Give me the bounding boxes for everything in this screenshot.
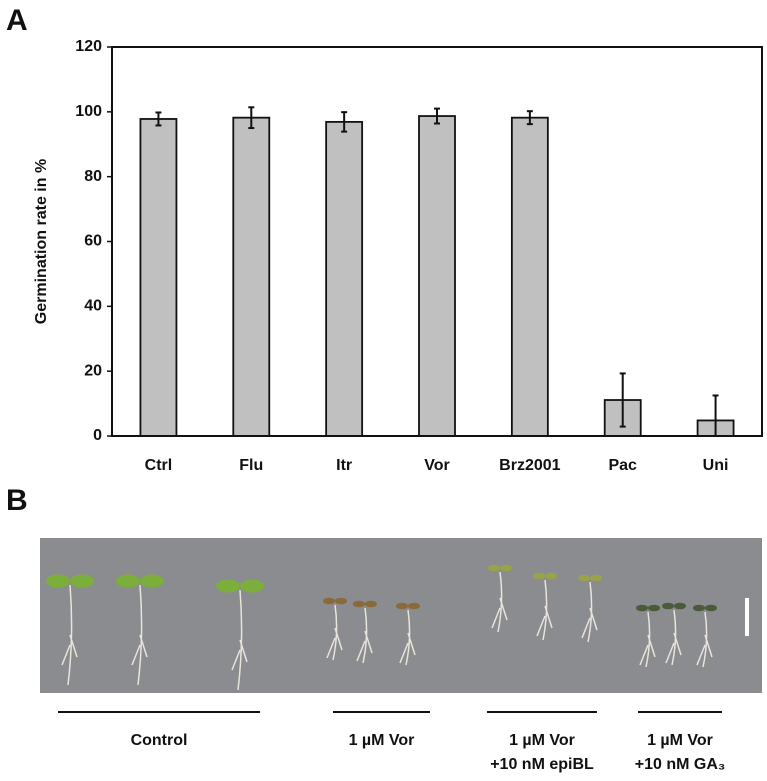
seedling-leaf: [408, 602, 420, 610]
seedling-leaf: [70, 574, 94, 588]
seedling-root: [491, 571, 508, 633]
y-tick-label: 100: [75, 103, 102, 120]
seedling-leaf: [240, 579, 264, 593]
seedling-leaf: [545, 572, 557, 580]
group-label: 1 µM Vor: [509, 732, 575, 749]
y-tick-label: 60: [84, 233, 102, 250]
seedling-leaf: [323, 597, 335, 605]
x-tick-label: Uni: [703, 457, 729, 474]
seedling-leaf: [335, 597, 347, 605]
seedling-photo: [40, 538, 762, 693]
error-bar: [341, 111, 348, 133]
seedling-leaf: [46, 574, 70, 588]
seedling-leaf: [500, 564, 512, 572]
seedling-leaf: [648, 604, 660, 612]
seedling-leaf: [116, 574, 140, 588]
group-label: +10 nM epiBL: [490, 756, 594, 773]
seedling-root: [399, 609, 416, 666]
seedling-root: [356, 607, 373, 664]
x-tick-label: Itr: [336, 457, 352, 474]
seedling-root: [581, 581, 598, 643]
x-tick-label: Flu: [239, 457, 263, 474]
y-tick-label: 40: [84, 298, 102, 315]
seedling-root: [536, 579, 553, 641]
error-bar: [526, 110, 533, 126]
y-tick-label: 0: [93, 427, 102, 444]
y-tick-label: 20: [84, 362, 102, 379]
seedling-leaf: [590, 574, 602, 582]
x-tick-label: Ctrl: [145, 457, 173, 474]
seedling-leaf: [353, 600, 365, 608]
bar: [325, 120, 364, 437]
seedling-leaf: [216, 579, 240, 593]
seedling-leaf: [140, 574, 164, 588]
y-tick-label: 80: [84, 168, 102, 185]
seedling-leaf: [674, 602, 686, 610]
x-tick-label: Pac: [608, 457, 637, 474]
seedling-root: [696, 611, 713, 668]
panel-label: B: [6, 484, 28, 517]
error-bar: [248, 106, 255, 130]
group-label: Control: [131, 732, 188, 749]
seedling-leaf: [578, 574, 590, 582]
seedling-root: [231, 589, 248, 691]
x-tick-label: Vor: [424, 457, 449, 474]
seedling-root: [131, 584, 148, 686]
seedling-leaf: [705, 604, 717, 612]
x-tick-label: Brz2001: [499, 457, 560, 474]
seedling-root: [326, 604, 343, 661]
error-bar: [619, 372, 626, 428]
seedling-leaf: [533, 572, 545, 580]
bar: [139, 118, 178, 437]
bar: [232, 116, 271, 437]
y-tick-label: 120: [75, 38, 102, 55]
panel-label: A: [6, 4, 28, 37]
seedling-leaf: [662, 602, 674, 610]
seedling-root: [61, 584, 78, 686]
seedling-root: [665, 609, 682, 666]
group-label: 1 µM Vor: [349, 732, 415, 749]
seedling-leaf: [488, 564, 500, 572]
y-axis-label: Germination rate in %: [33, 159, 50, 324]
seedling-leaf: [396, 602, 408, 610]
error-bar: [155, 111, 162, 127]
bar: [510, 116, 549, 437]
plot-frame: [111, 46, 763, 437]
photo-background: [40, 538, 762, 693]
seedling-leaf: [636, 604, 648, 612]
seedling-root: [639, 611, 656, 668]
seedling-leaf: [693, 604, 705, 612]
bar: [418, 115, 456, 437]
group-label: 1 µM Vor: [647, 732, 713, 749]
seedling-leaf: [365, 600, 377, 608]
group-label: +10 nM GA₃: [635, 756, 726, 773]
error-bar: [434, 107, 440, 125]
